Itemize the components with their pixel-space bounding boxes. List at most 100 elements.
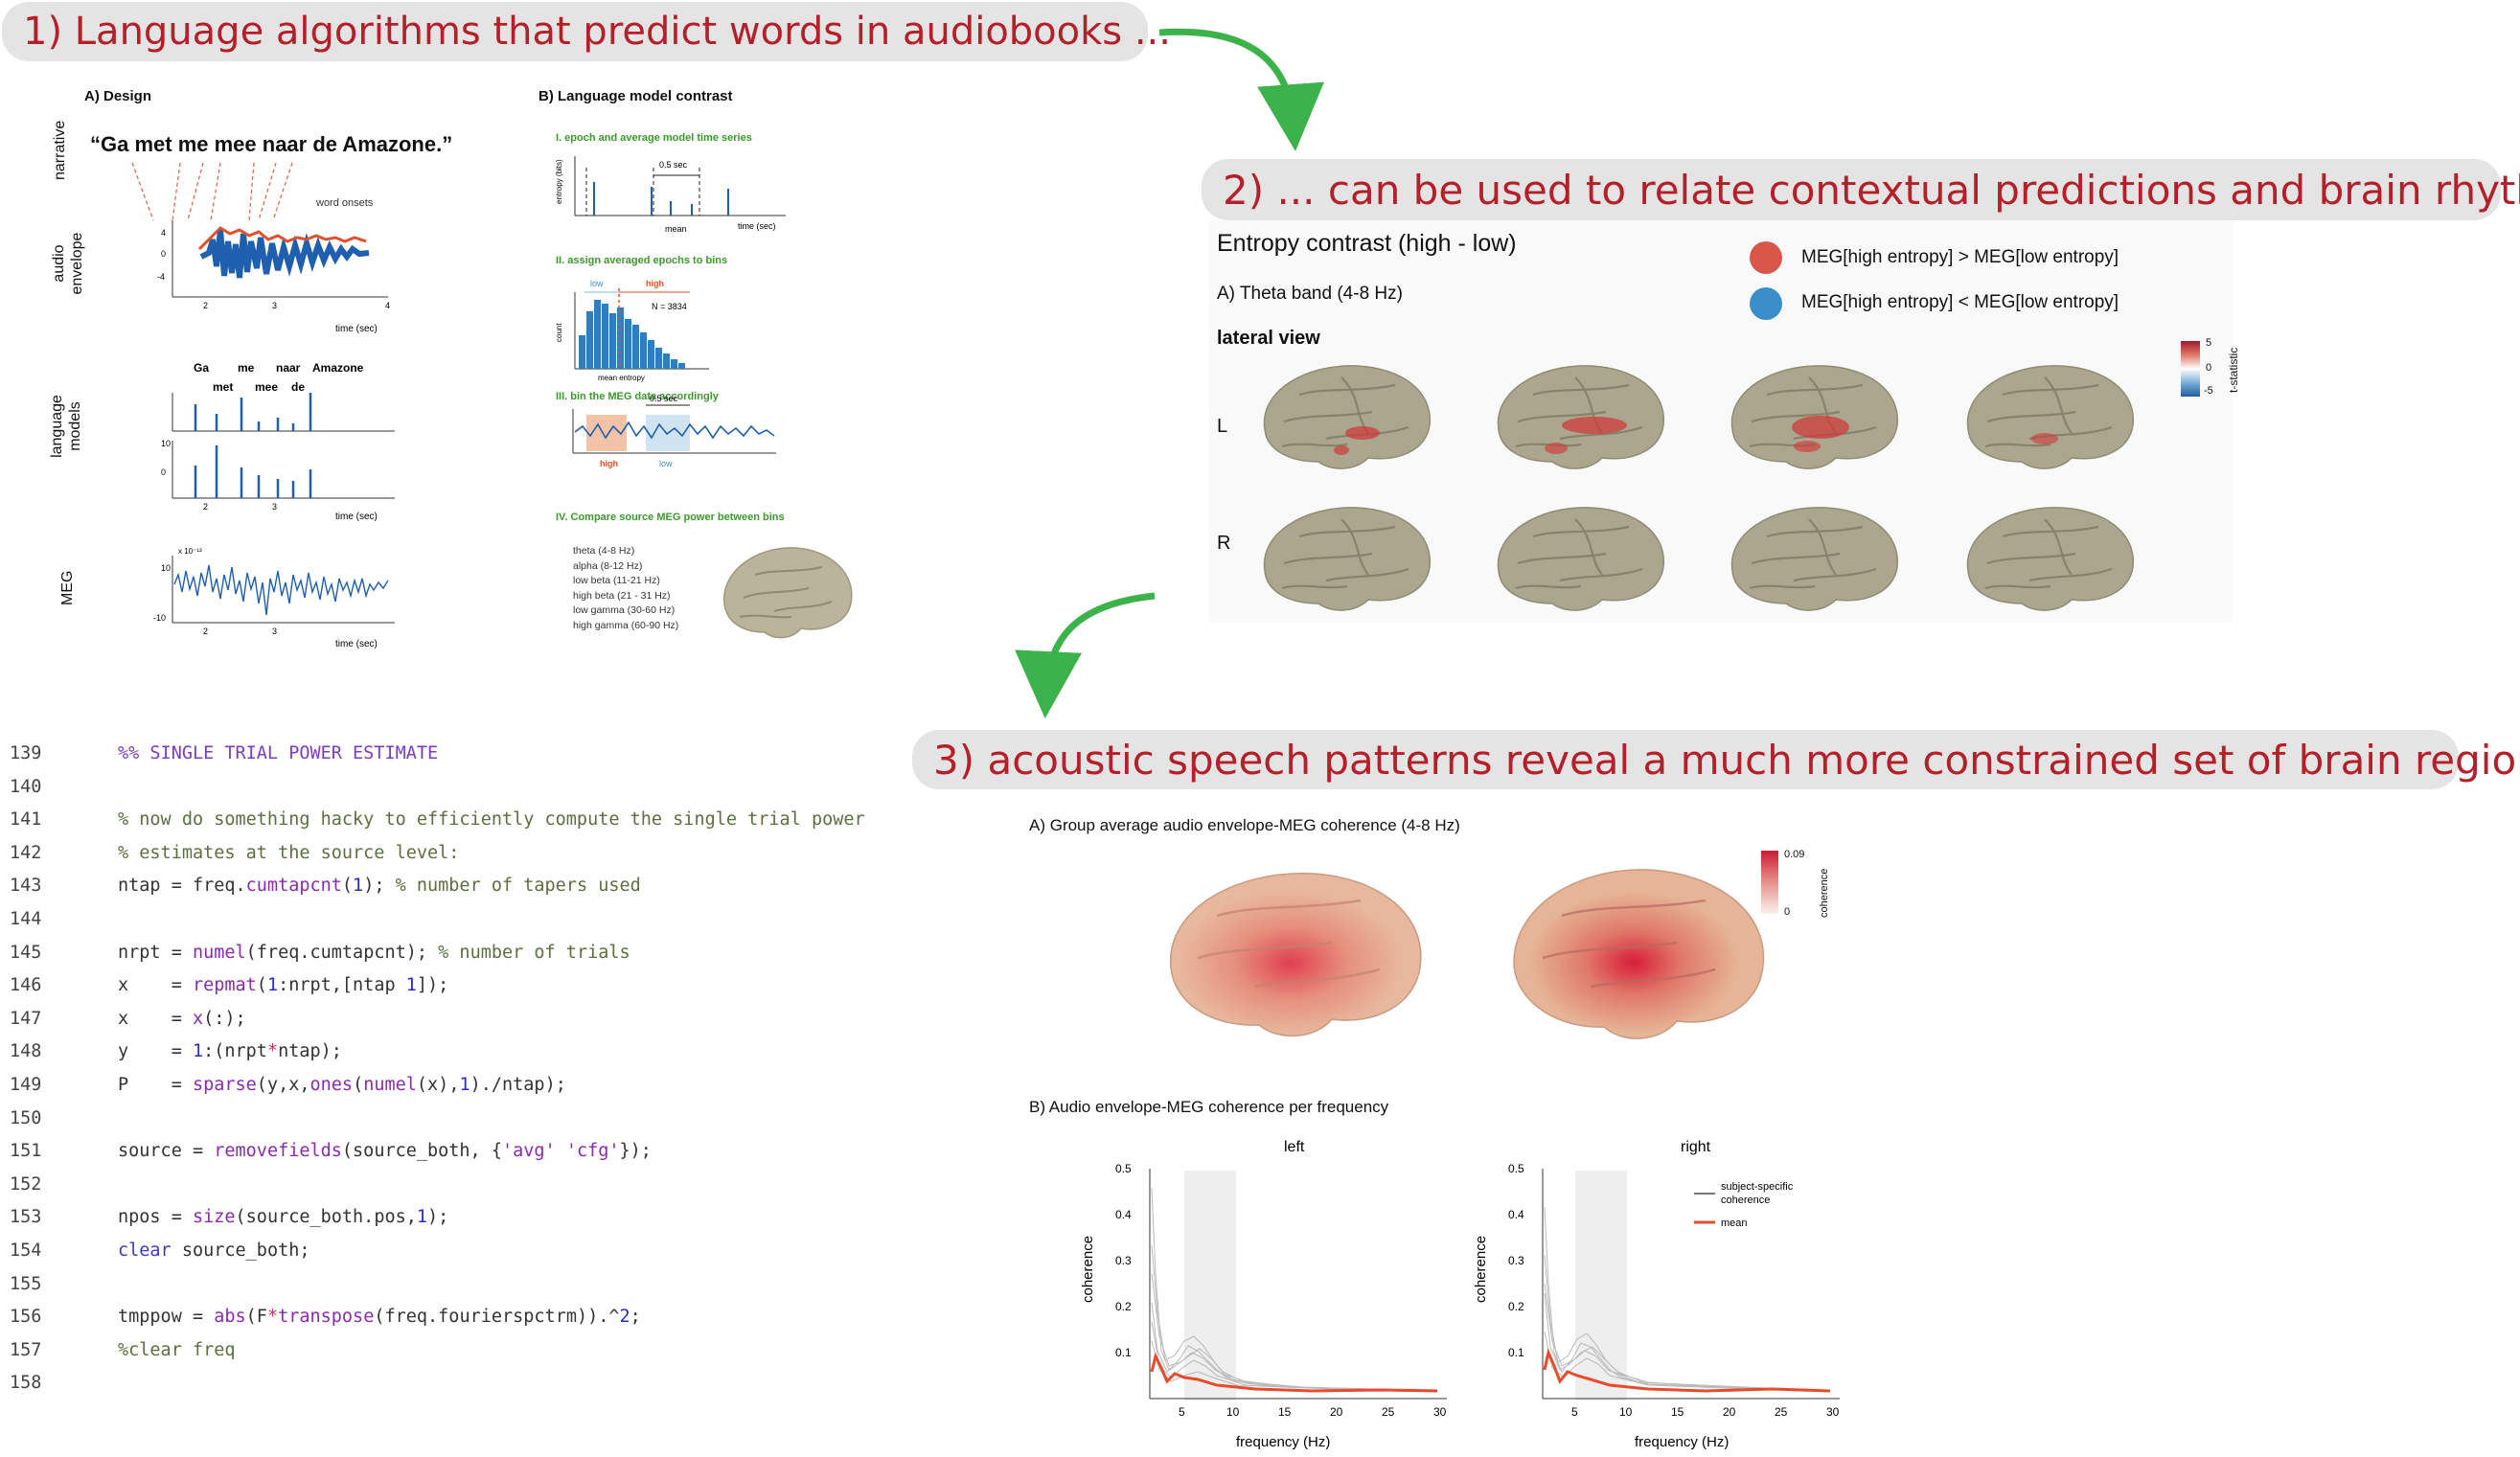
tick-ent-t3: 3 [272, 502, 277, 512]
r-xtick-10: 10 [1619, 1405, 1633, 1419]
l-xtick-15: 15 [1278, 1405, 1292, 1419]
line-number: 145 [10, 942, 42, 963]
count-axis: count [555, 323, 563, 342]
row-right-label: R [1217, 533, 1231, 554]
legend-subject-line2: coherence [1721, 1195, 1770, 1206]
tick-ent-0: 0 [161, 467, 166, 477]
tick-meg-t3: 3 [272, 626, 277, 636]
line-number: 146 [10, 975, 42, 996]
word-de: de [291, 380, 305, 394]
code-text[interactable]: nrpt = numel(freq.cumtapcnt); % number o… [118, 942, 630, 963]
coherence-brain-left [1170, 873, 1422, 1036]
language-models-label: language models [49, 395, 83, 458]
banner-step-1: 1) Language algorithms that predict word… [2, 2, 1171, 61]
per-frequency-label: B) Audio envelope-MEG coherence per freq… [1029, 1098, 1389, 1116]
t-stat-colorbar [2181, 341, 2200, 397]
line-number: 156 [10, 1307, 42, 1328]
epoch-average-plot: 0.5 sec mean time (sec) entropy (bits) [555, 156, 786, 234]
mean-entropy-label: mean entropy [598, 374, 645, 382]
code-text[interactable]: % estimates at the source level: [118, 842, 460, 863]
half-sec-3: 0.5 sec [650, 394, 678, 403]
r-xtick-5: 5 [1571, 1405, 1578, 1419]
n-label: N = 3834 [652, 302, 687, 311]
colorbar-min: -5 [2204, 385, 2213, 397]
brain-L2 [1497, 364, 1665, 470]
time-label-meg: time (sec) [335, 639, 378, 649]
brain-L4 [1966, 364, 2135, 470]
design-sentence: “Ga met me mee naar de Amazone.” [90, 132, 453, 156]
band-high-gamma: high gamma (60-90 Hz) [573, 619, 679, 631]
contrast-step-4: IV. Compare source MEG power between bin… [556, 512, 785, 523]
line-number: 151 [10, 1141, 42, 1162]
brain-L1 [1263, 364, 1432, 470]
tick-t4: 4 [385, 301, 390, 310]
colorbar-max: 5 [2206, 337, 2212, 349]
contrast-heading: B) Language model contrast [538, 88, 733, 104]
spectrum-right: right 0.5 0.4 0.3 0.2 0.1 5 10 15 20 25 … [1473, 1139, 1840, 1450]
code-text[interactable]: tmppow = abs(F*transpose(freq.fourierspc… [118, 1307, 641, 1328]
time-sec-1: time (sec) [738, 221, 776, 231]
code-text[interactable]: % now do something hacky to efficiently … [118, 809, 865, 831]
line-number: 154 [10, 1241, 42, 1261]
l-xlabel: frequency (Hz) [1236, 1434, 1330, 1450]
coherence-colorbar [1761, 851, 1778, 914]
code-text[interactable]: npos = size(source_both.pos,1); [118, 1207, 449, 1228]
tick-t2: 2 [203, 301, 208, 310]
r-xtick-30: 30 [1826, 1405, 1840, 1419]
code-text[interactable]: y = 1:(nrpt*ntap); [118, 1041, 342, 1062]
code-text[interactable]: x = repmat(1:nrpt,[ntap 1]); [118, 975, 449, 996]
perplexity-plot [172, 393, 395, 432]
entropy-title: Entropy contrast (high - low) [1217, 230, 1517, 257]
line-number: 150 [10, 1107, 42, 1128]
time-label-lm: time (sec) [335, 512, 378, 522]
line-number: 142 [10, 842, 42, 863]
tick-ent-t2: 2 [203, 502, 208, 512]
high-label-meg: high [600, 459, 618, 468]
r-ytick-04: 0.4 [1508, 1208, 1524, 1221]
entropy-bits-axis: entropy (bits) [555, 159, 563, 204]
band-low-beta: low beta (11-21 Hz) [573, 575, 660, 586]
code-text[interactable]: %% SINGLE TRIAL POWER ESTIMATE [118, 743, 439, 763]
code-text[interactable]: P = sparse(y,x,ones(numel(x),1)./ntap); [118, 1075, 566, 1095]
banner-step-3-text: 3) acoustic speech patterns reveal a muc… [933, 736, 2520, 784]
code-text[interactable]: ntap = freq.cumtapcnt(1); % number of ta… [118, 876, 641, 897]
theta-band-label: A) Theta band (4-8 Hz) [1217, 284, 1403, 304]
time-label-audio: time (sec) [335, 324, 378, 334]
r-xtick-25: 25 [1775, 1405, 1788, 1419]
histogram-plot: low high N = 3834 mean entropy count [555, 279, 709, 382]
code-text[interactable]: %clear freq [118, 1339, 236, 1360]
brain-R4 [1966, 506, 2135, 612]
low-label-meg: low [659, 459, 673, 468]
l-xtick-25: 25 [1382, 1405, 1395, 1419]
word-naar: naar [276, 361, 301, 375]
band-alpha: alpha (8-12 Hz) [573, 559, 643, 572]
arrow-2-to-3 [1015, 592, 1156, 718]
banner-step-2-text: 2) ... can be used to relate contextual … [1223, 166, 2520, 214]
half-sec-1: 0.5 sec [659, 160, 688, 170]
line-number: 147 [10, 1008, 42, 1029]
line-number: 153 [10, 1207, 42, 1228]
line-number: 152 [10, 1173, 42, 1195]
audio-envelope-plot: 4 0 -4 2 3 4 time (sec) [157, 220, 390, 334]
audio-envelope-label: audio envelope [51, 232, 85, 295]
coherence-brain-right [1513, 869, 1765, 1039]
line-number: 144 [10, 909, 42, 929]
l-ylabel: coherence [1080, 1236, 1096, 1303]
code-text[interactable]: x = x(:); [118, 1008, 246, 1029]
word-mee: mee [255, 380, 278, 394]
tick-meg-t2: 2 [203, 626, 208, 636]
l-ytick-04: 0.4 [1115, 1208, 1132, 1221]
r-xlabel: frequency (Hz) [1635, 1434, 1729, 1450]
tick-t3: 3 [272, 301, 277, 310]
r-ytick-03: 0.3 [1508, 1254, 1524, 1267]
contrast-figure: 0.5 sec mean time (sec) entropy (bits) l… [555, 156, 786, 468]
code-text[interactable]: clear source_both; [118, 1241, 310, 1261]
code-text[interactable]: source = removefields(source_both, {'avg… [118, 1141, 652, 1162]
word-amazone: Amazone [312, 361, 364, 375]
contrast-step-2: II. assign averaged epochs to bins [556, 255, 728, 266]
entropy-plot: 10 0 2 3 time (sec) [161, 439, 395, 522]
group-average-label: A) Group average audio envelope-MEG cohe… [1029, 816, 1460, 834]
word-me: me [238, 361, 255, 375]
r-ytick-02: 0.2 [1508, 1300, 1524, 1313]
l-ytick-05: 0.5 [1115, 1162, 1132, 1175]
